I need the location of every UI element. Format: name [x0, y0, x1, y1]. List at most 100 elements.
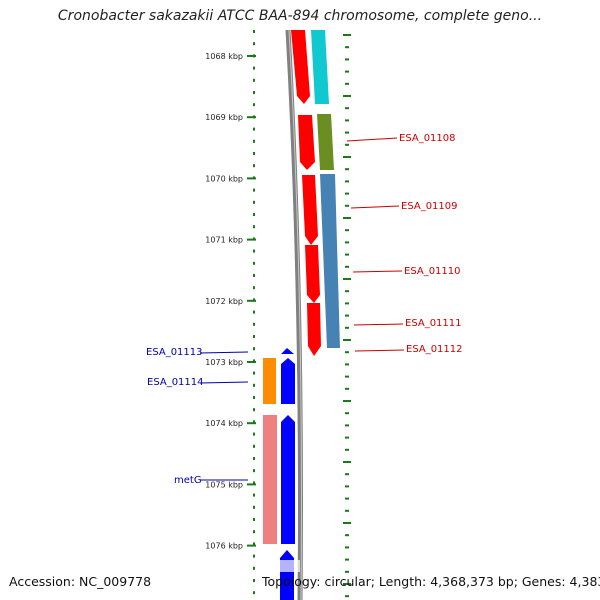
minor-tick-left — [253, 518, 255, 521]
minor-tick-left — [253, 457, 255, 460]
minor-tick-right — [345, 558, 349, 561]
gene-cyan-top[interactable] — [311, 30, 329, 104]
major-tick — [247, 544, 256, 547]
minor-tick-left — [253, 139, 255, 143]
minor-tick-right — [345, 473, 349, 476]
label-esa-01112[interactable]: ESA_01112 — [406, 344, 463, 355]
minor-tick-left — [253, 505, 255, 509]
gene-esa-01113-arrow[interactable] — [281, 348, 294, 354]
axis-tick-label: 1072 kbp — [205, 297, 243, 306]
gene-steelblue[interactable] — [320, 174, 340, 348]
gene-red-top[interactable] — [291, 30, 310, 104]
minor-tick-left — [253, 249, 255, 253]
leader-esa-01109 — [350, 205, 400, 209]
minor-tick-left — [253, 469, 255, 473]
label-esa-01110[interactable]: ESA_01110 — [404, 266, 461, 277]
leader-esa-01113 — [199, 351, 249, 354]
minor-tick-right — [345, 229, 349, 232]
minor-tick-right — [345, 180, 349, 183]
minor-tick-right — [343, 156, 351, 158]
minor-tick-right — [343, 339, 351, 341]
minor-tick-left — [253, 225, 255, 229]
minor-tick-right — [345, 192, 349, 195]
minor-tick-right — [345, 448, 349, 451]
minor-tick-left — [253, 579, 255, 582]
minor-tick-right — [343, 34, 351, 36]
minor-tick-right — [345, 82, 349, 85]
leader-esa-01111 — [353, 323, 404, 326]
minor-tick-left — [253, 542, 255, 546]
minor-tick-left — [253, 396, 255, 399]
minor-tick-right — [345, 314, 349, 317]
minor-tick-left — [253, 444, 255, 448]
gene-esa-01108[interactable] — [298, 115, 315, 170]
minor-tick-right — [345, 107, 349, 110]
label-esa-01114[interactable]: ESA_01114 — [147, 377, 204, 388]
minor-tick-right — [345, 570, 349, 573]
minor-tick-right — [345, 363, 349, 366]
minor-tick-right — [343, 522, 351, 524]
leader-esa-01108 — [346, 137, 398, 142]
axis-labels: 1068 kbp 1069 kbp 1070 kbp 1071 kbp 1072 kbp… — [205, 52, 243, 551]
minor-tick-left — [253, 383, 255, 387]
minor-tick-left — [253, 481, 255, 485]
accession-text: Accession: NC_009778 — [9, 574, 152, 589]
major-tick — [247, 361, 256, 363]
minor-tick-right — [343, 217, 351, 219]
major-tick — [247, 177, 256, 180]
gene-esa-01109[interactable] — [302, 175, 318, 245]
minor-tick-right — [345, 58, 349, 61]
chromosome-backbone — [285, 29, 303, 600]
gene-esa-01114[interactable] — [281, 358, 295, 404]
axis-tick-label: 1068 kbp — [205, 52, 243, 61]
minor-tick-left — [253, 42, 255, 46]
minor-tick-right — [345, 485, 349, 488]
label-esa-01108[interactable]: ESA_01108 — [399, 133, 456, 144]
minor-tick-left — [253, 335, 255, 338]
minor-tick-right — [345, 290, 349, 293]
minor-tick-right — [345, 143, 349, 146]
gene-metg[interactable] — [281, 415, 295, 544]
major-tick — [247, 238, 256, 241]
minor-tick-right — [345, 351, 349, 354]
label-esa-01113[interactable]: ESA_01113 — [146, 347, 203, 358]
gene-pink[interactable] — [263, 415, 277, 544]
minor-tick-left — [253, 274, 255, 277]
minor-tick-left — [253, 66, 255, 70]
label-esa-01109[interactable]: ESA_01109 — [401, 201, 458, 212]
minor-tick-right — [343, 461, 351, 463]
minor-tick-left — [253, 78, 255, 82]
gene-esa-01111[interactable] — [307, 303, 321, 356]
label-metg[interactable]: metG — [174, 475, 202, 486]
minor-tick-left — [253, 30, 255, 33]
gene-esa-01110[interactable] — [305, 245, 320, 303]
major-tick — [247, 483, 256, 486]
gene-blue-bottom-fade — [278, 560, 300, 572]
minor-tick-right — [343, 278, 351, 280]
minor-tick-right — [345, 497, 349, 500]
gene-olive[interactable] — [317, 114, 334, 170]
right-labels: ESA_01108 ESA_01109 ESA_01110 ESA_01111 … — [346, 133, 463, 355]
minor-tick-left — [253, 591, 255, 595]
minor-tick-right — [345, 168, 349, 171]
minor-tick-right — [343, 400, 351, 402]
minor-tick-right — [345, 241, 349, 244]
major-tick — [247, 422, 256, 425]
gene-orange[interactable] — [263, 358, 276, 404]
chromosome-backbone-highlight — [288, 29, 302, 600]
label-esa-01111[interactable]: ESA_01111 — [405, 318, 462, 329]
minor-tick-right — [345, 131, 349, 134]
axis-tick-label: 1070 kbp — [205, 174, 243, 183]
minor-tick-right — [345, 253, 349, 256]
axis-tick-label: 1075 kbp — [205, 480, 243, 489]
minor-tick-left — [253, 152, 255, 155]
minor-tick-left — [253, 408, 255, 412]
minor-tick-right — [345, 375, 349, 378]
axis-tick-label: 1073 kbp — [205, 358, 243, 367]
minor-tick-right — [345, 509, 349, 512]
minor-tick-right — [345, 534, 349, 537]
leader-esa-01114 — [199, 381, 249, 384]
major-tick — [247, 116, 256, 119]
minor-tick-left — [253, 127, 255, 131]
